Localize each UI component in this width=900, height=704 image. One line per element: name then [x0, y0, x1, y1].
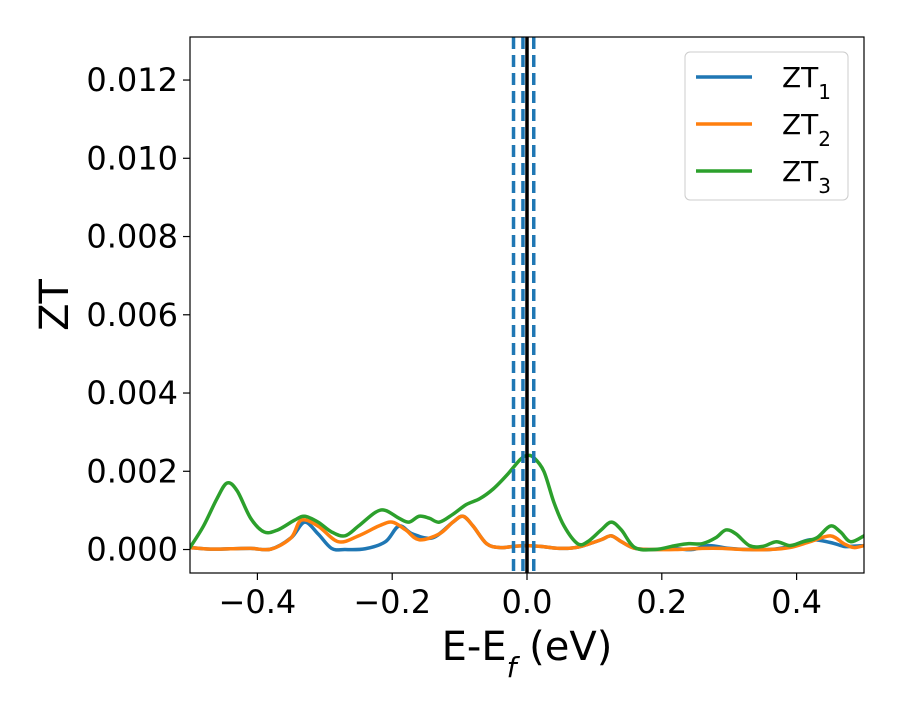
y-tick-label: 0.010 [86, 139, 178, 177]
series-line-zt2 [190, 514, 864, 552]
y-axis-label: ZT [32, 279, 78, 331]
x-tick-label: 0.4 [771, 583, 822, 621]
axis-ticks: −0.4 −0.2 0.0 0.2 0.4 0.000 0.002 0.004 0.006 0.0… [86, 61, 822, 621]
y-tick-label: 0.008 [86, 218, 178, 256]
plot-area [190, 37, 864, 573]
x-tick-label: 0.2 [636, 583, 687, 621]
y-tick-label: 0.004 [86, 374, 178, 412]
x-tick-label: 0.0 [502, 583, 553, 621]
x-tick-label: −0.4 [219, 583, 297, 621]
y-tick-label: 0.012 [86, 61, 178, 99]
legend-label-zt3: ZT3 [782, 155, 831, 198]
x-tick-label: −0.2 [353, 583, 431, 621]
y-tick-label: 0.006 [86, 296, 178, 334]
legend-label-zt1: ZT1 [782, 61, 831, 104]
y-tick-label: 0.002 [86, 452, 178, 490]
y-tick-label: 0.000 [86, 531, 178, 569]
legend-label-zt2: ZT2 [782, 108, 831, 151]
legend-box [684, 51, 849, 201]
x-axis-label: E-Ef (eV) [442, 624, 613, 684]
